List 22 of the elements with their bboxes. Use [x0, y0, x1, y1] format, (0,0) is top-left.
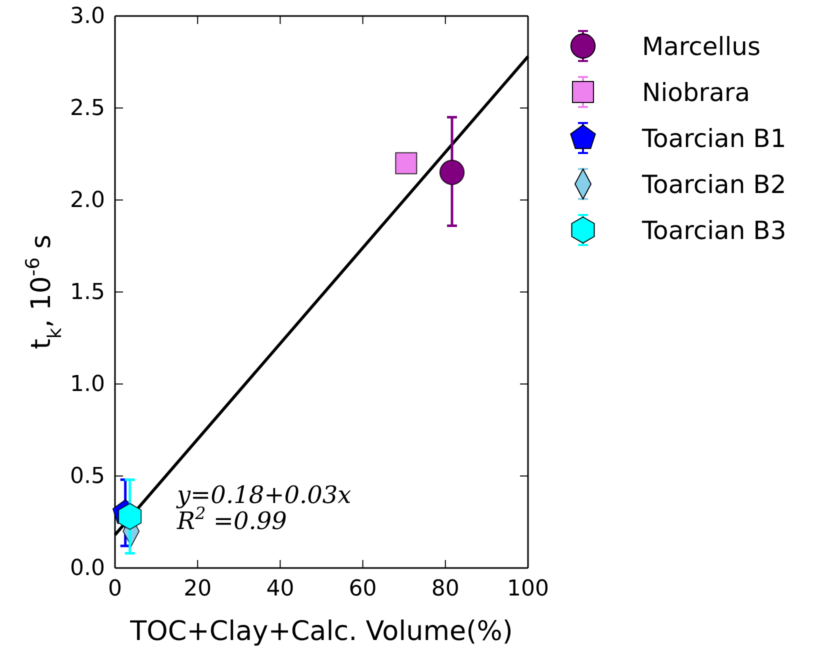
- x-tick-label: 0: [108, 576, 122, 602]
- legend-label: Toarcian B2: [641, 170, 786, 199]
- y-tick-label: 1.0: [70, 372, 105, 398]
- legend-label: Toarcian B3: [641, 216, 786, 245]
- y-tick-label: 2.0: [70, 188, 105, 214]
- legend-label: Marcellus: [642, 32, 761, 61]
- point: [439, 160, 465, 185]
- legend-label: Niobrara: [642, 78, 750, 107]
- x-tick-label: 100: [507, 576, 549, 602]
- y-tick-label: 3.0: [70, 4, 105, 30]
- legend-label: Toarcian B1: [641, 124, 786, 153]
- x-tick-label: 80: [431, 576, 460, 602]
- y-tick-label: 0.0: [70, 556, 105, 582]
- x-tick-label: 60: [348, 576, 377, 602]
- y-tick-label: 0.5: [70, 464, 105, 490]
- point: [118, 502, 142, 530]
- point: [395, 152, 418, 174]
- y-tick-label: 1.5: [70, 280, 105, 306]
- x-tick-label: 20: [184, 576, 212, 602]
- x-tick-label: 40: [266, 576, 294, 602]
- y-tick-label: 2.5: [70, 96, 105, 122]
- x-axis-title: TOC+Clay+Calc. Volume(%): [129, 616, 513, 647]
